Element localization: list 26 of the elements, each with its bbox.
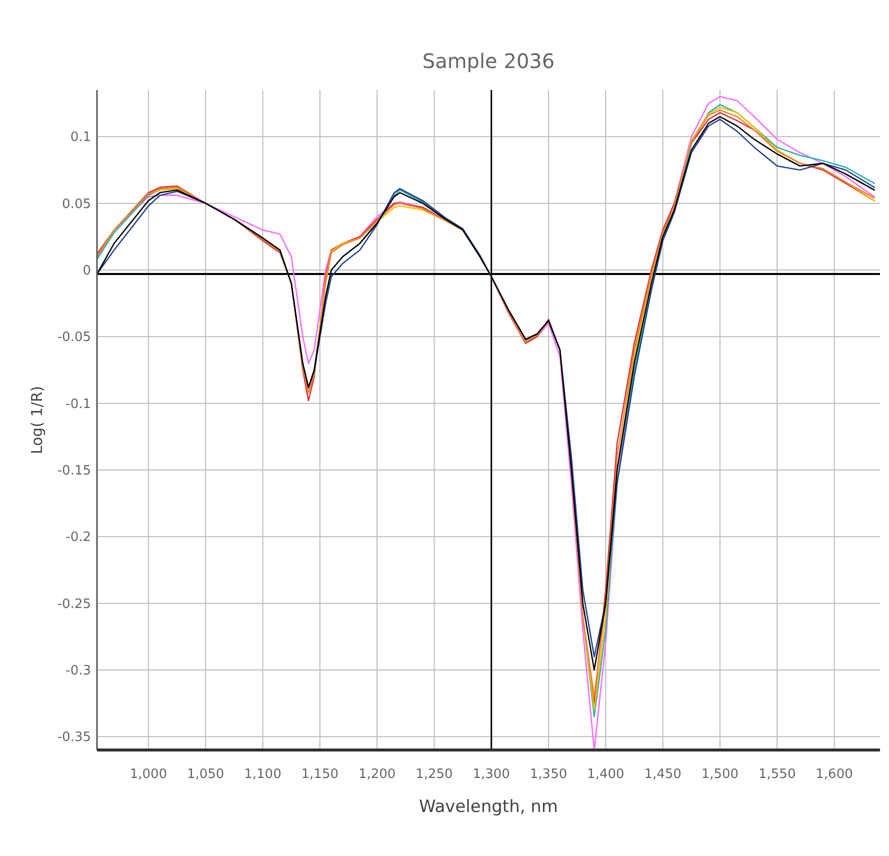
x-tick-label: 1,000 — [130, 767, 168, 782]
x-tick-label: 1,100 — [244, 767, 282, 782]
y-tick-label: 0.05 — [62, 196, 91, 212]
y-tick-label: -0.3 — [66, 664, 91, 679]
y-tick-label: 0 — [82, 264, 91, 279]
chart-title: Sample 2036 — [422, 49, 555, 73]
x-tick-label: 1,350 — [530, 767, 568, 782]
x-tick-label: 1,400 — [587, 767, 624, 782]
x-tick-label: 1,050 — [186, 767, 224, 782]
y-tick-label: -0.2 — [66, 530, 91, 546]
x-tick-label: 1,600 — [816, 767, 853, 782]
y-axis-title: Log( 1/R) — [28, 386, 46, 454]
y-tick-label: -0.35 — [57, 730, 91, 746]
x-tick-label: 1,150 — [301, 767, 339, 782]
x-tick-label: 1,500 — [701, 767, 739, 782]
x-tick-label: 1,250 — [416, 767, 453, 782]
y-tick-label: -0.25 — [57, 596, 91, 612]
y-tick-label: 0.1 — [70, 130, 91, 146]
x-tick-label: 1,300 — [472, 767, 510, 782]
x-tick-label: 1,550 — [758, 767, 796, 782]
x-tick-label: 1,200 — [358, 767, 396, 782]
x-axis-title: Wavelength, nm — [419, 797, 558, 817]
y-tick-label: -0.15 — [57, 464, 91, 479]
y-tick-label: -0.1 — [66, 396, 91, 412]
x-tick-label: 1,450 — [644, 767, 682, 782]
y-tick-label: -0.05 — [57, 330, 91, 346]
